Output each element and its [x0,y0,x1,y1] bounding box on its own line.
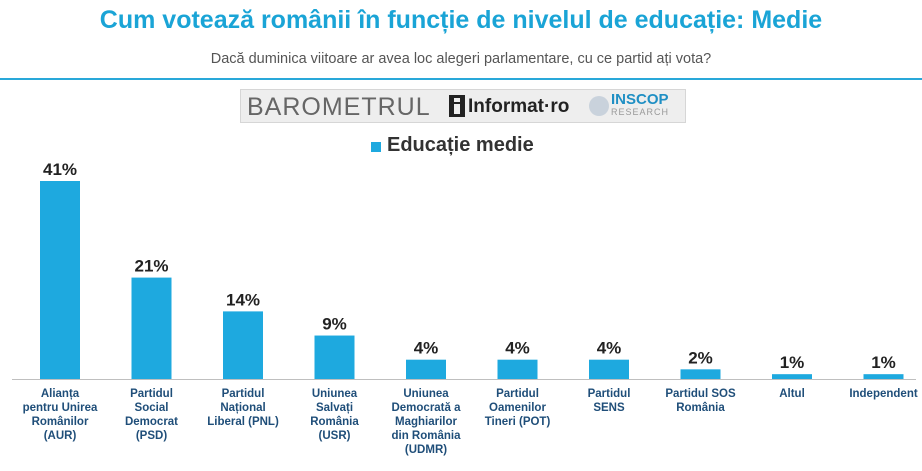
category-label-line: pentru Unirea [23,402,98,414]
category-label-line: Partidul [222,388,265,400]
category-label-line: Democrată a [391,402,461,414]
category-label: Partidul SOS România [665,388,736,414]
category-label-line: Democrat [125,416,178,428]
bar [680,369,721,379]
category-label-line: Partidul [588,388,631,400]
category-label: Independent [849,388,918,400]
category-label-line: Uniunea [312,388,358,400]
category-label-line: Altul [779,388,805,400]
bar-value-label: 9% [322,315,347,334]
title-divider [0,78,922,80]
bar-value-label: 14% [226,290,260,309]
chart-subtitle: Dacă duminica viitoare ar avea loc alege… [210,51,712,67]
barometrul-wordmark: BAROMETRUL [247,93,431,121]
category-label-line: Partidul SOS [665,388,736,400]
inscop-wordmark: INSCOP [611,91,669,108]
bar-value-label: 2% [688,348,713,367]
chart-title: Cum votează românii în funcție de nivelu… [99,6,823,34]
category-label-line: (PSD) [136,430,167,442]
inscop-logo-icon [589,96,609,116]
category-label-line: Partidul [496,388,539,400]
category-label-line: din România [391,430,461,442]
category-label: Partidul SENS [588,388,631,414]
bar [863,374,904,379]
category-label-line: SENS [593,402,625,414]
bar-value-label: 4% [414,339,439,358]
category-label-line: Alianța [41,388,80,400]
legend-label: Educație medie [387,134,534,156]
category-label: Partidul Național Liberal (PNL) [207,388,279,428]
bar [131,277,172,379]
category-label: Partidul Oamenilor Tineri (POT) [485,388,551,428]
legend-swatch [371,142,381,152]
category-label: Uniunea Salvați România (USR) [310,388,359,442]
category-label-line: Tineri (POT) [485,416,551,428]
bar [497,359,538,379]
category-label: Alianța pentru Unirea Românilor (AUR) [23,388,98,442]
category-label-line: Liberal (PNL) [207,416,279,428]
informat-wordmark: Informat·ro [468,96,570,117]
category-label-line: (USR) [319,430,351,442]
bar-value-label: 1% [871,353,896,372]
category-label: Uniunea Democrată a Maghiarilor din România… [391,388,461,456]
category-label-line: Salvați [316,402,353,414]
bar-value-label: 41% [43,160,77,179]
bar-value-label: 4% [597,339,622,358]
bar-value-label: 21% [134,257,168,276]
category-label: Partidul Social Democrat (PSD) [125,388,178,442]
category-label-line: Național [220,402,265,414]
category-label: Altul [779,388,805,400]
bar-value-label: 1% [780,353,805,372]
bar [223,311,263,379]
category-label-line: (UDMR) [405,444,447,456]
bar-value-label: 4% [505,339,530,358]
barometrul-logo-banner: BAROMETRUL Informat·ro INSCOP RESEARCH [240,89,686,123]
category-label-line: România [676,402,725,414]
category-label-line: Partidul [130,388,173,400]
category-label-line: Independent [849,388,918,400]
bar [40,181,80,379]
category-label-line: Uniunea [403,388,449,400]
bar-chart: 41% Alianța pentru Unirea Românilor (AUR) 21%… [12,160,918,456]
bar [406,359,446,379]
category-label-line: Social [135,402,169,414]
bar [772,374,812,379]
inscop-research-wordmark: RESEARCH [611,107,670,117]
category-label-line: (AUR) [44,430,77,442]
category-label-line: România [310,416,359,428]
informat-logo-icon [449,95,465,117]
bar [589,359,629,379]
bar [314,335,355,379]
category-label-line: Oamenilor [489,402,546,414]
category-label-line: Maghiarilor [395,416,458,428]
category-label-line: Românilor [32,416,89,428]
